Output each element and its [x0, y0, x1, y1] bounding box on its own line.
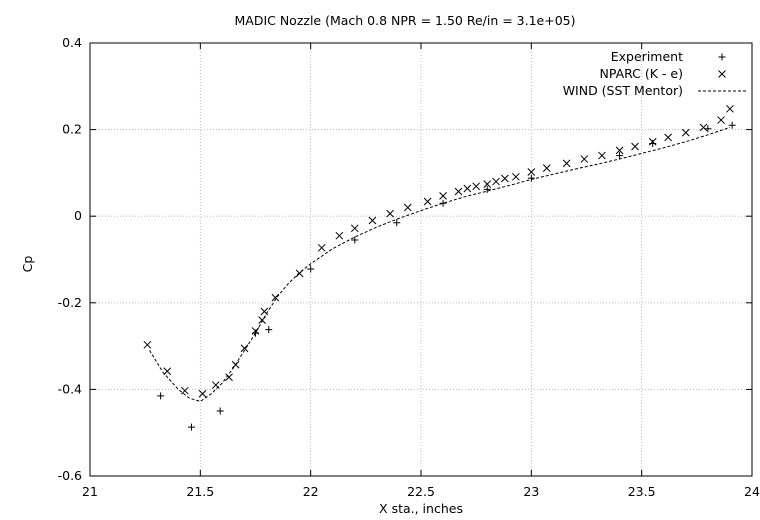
experiment-point [439, 199, 447, 207]
nparc-point [542, 164, 551, 172]
nparc-point [681, 128, 690, 137]
y-tick-label: 0 [74, 208, 82, 223]
nparc-point [580, 155, 589, 163]
x-tick-label: 24 [744, 484, 760, 499]
nparc-point [317, 243, 326, 252]
experiment-point [649, 139, 657, 147]
x-axis-label: X sta., inches [379, 501, 463, 516]
grid-lines [90, 43, 752, 476]
y-tick-label: -0.2 [58, 295, 82, 310]
legend-key-cross [718, 70, 726, 78]
experiment-point [157, 392, 165, 400]
experiment-point [483, 185, 491, 193]
x-tick-label: 23.5 [628, 484, 656, 499]
axis-ticks: 21 21.5 22 22.5 23 23.5 24 -0.6 -0.4 -0.2 0 0.2 0.4 [58, 35, 760, 499]
y-tick-label: 0.2 [62, 122, 82, 137]
legend: Experiment NPARC (K - e) WIND (SST Mentor) [563, 49, 746, 98]
plot-data [143, 104, 736, 431]
nparc-point [512, 172, 520, 181]
experiment-point [265, 326, 273, 334]
experiment-point [216, 407, 224, 415]
nparc-point [181, 386, 189, 395]
nparc-point [439, 191, 447, 200]
nparc-point [631, 142, 639, 151]
legend-key-plus [718, 53, 726, 61]
y-tick-label: -0.4 [58, 381, 82, 396]
y-tick-label: -0.6 [58, 468, 82, 483]
x-tick-label: 21.5 [186, 484, 214, 499]
wind-curve [149, 126, 731, 403]
nparc-point [717, 116, 725, 124]
nparc-point [386, 209, 394, 218]
nparc-point [271, 293, 280, 302]
nparc-point [615, 146, 624, 155]
nparc-point [664, 133, 673, 142]
experiment-point [704, 125, 712, 133]
nparc-point [472, 182, 481, 191]
nparc-point [454, 187, 463, 196]
experiment-point [393, 219, 401, 227]
experiment-point [188, 423, 196, 431]
nparc-point [368, 216, 377, 225]
nparc-point [726, 104, 734, 113]
x-tick-label: 22 [303, 484, 319, 499]
experiment-point [351, 236, 359, 244]
y-axis-label: Cp [20, 256, 35, 273]
nparc-point [492, 177, 500, 186]
nparc-point [648, 137, 657, 146]
series-plus [157, 121, 736, 431]
nparc-point [403, 203, 412, 212]
legend-label: NPARC (K - e) [599, 66, 683, 81]
nparc-point [598, 151, 606, 160]
nparc-point [562, 159, 571, 168]
nparc-point [350, 224, 359, 233]
nparc-point [483, 180, 492, 189]
nparc-point [251, 327, 260, 335]
x-tick-label: 22.5 [407, 484, 435, 499]
series-line [149, 126, 731, 403]
series-cross [143, 104, 734, 398]
legend-label: WIND (SST Mentor) [563, 83, 683, 98]
nparc-point [699, 123, 708, 132]
nparc-point [500, 174, 509, 183]
experiment-point [527, 174, 535, 182]
nparc-point [463, 184, 472, 193]
experiment-point [616, 152, 624, 160]
legend-label: Experiment [611, 49, 683, 64]
nparc-point [527, 168, 536, 176]
x-tick-label: 23 [523, 484, 539, 499]
experiment-point [307, 265, 315, 273]
nparc-point [335, 231, 344, 240]
nparc-point [143, 340, 152, 349]
nparc-point [423, 197, 432, 206]
nparc-point [198, 389, 207, 398]
y-tick-label: 0.4 [62, 35, 82, 50]
x-tick-label: 21 [82, 484, 98, 499]
nparc-point [225, 373, 233, 382]
nparc-point [163, 367, 172, 376]
experiment-point [728, 121, 736, 129]
chart-title: MADIC Nozzle (Mach 0.8 NPR = 1.50 Re/in … [234, 13, 575, 28]
